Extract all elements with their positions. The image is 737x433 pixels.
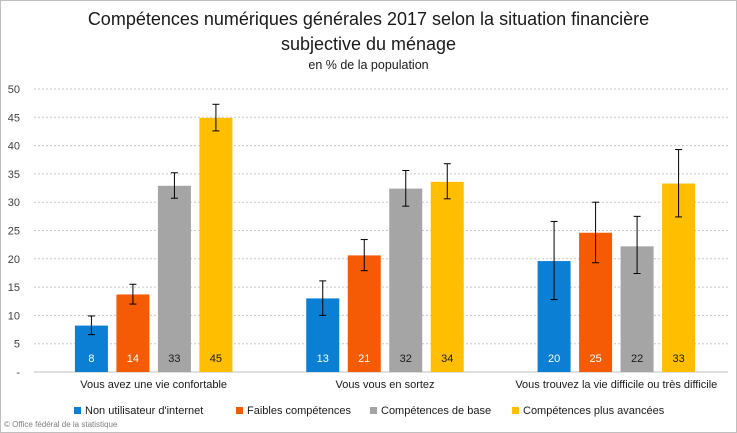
legend-label: Faibles compétences (247, 405, 351, 417)
x-category-label: Vous vous en sortez (335, 379, 434, 391)
source-credit: © Office fédéral de la statistique (4, 420, 118, 429)
y-tick-label: 20 (8, 254, 20, 266)
bar (199, 117, 233, 372)
y-tick-label: 40 (8, 141, 20, 153)
y-axis-ticks: - 5 10 15 20 25 30 35 40 45 50 (8, 84, 21, 379)
y-tick-label: 30 (8, 197, 20, 209)
bar (389, 188, 423, 372)
data-label: 33 (168, 353, 180, 365)
data-labels: 8 14 33 45 13 21 32 34 20 25 22 33 (88, 353, 684, 365)
data-label: 13 (317, 353, 329, 365)
legend-swatch (370, 407, 377, 414)
y-tick-label: 45 (8, 112, 20, 124)
y-tick-label: 25 (8, 226, 20, 238)
error-bars (87, 103, 683, 336)
bar (157, 185, 191, 372)
y-tick-label: - (16, 367, 20, 379)
legend-swatch (74, 407, 81, 414)
data-label: 45 (210, 353, 222, 365)
y-tick-label: 15 (8, 282, 20, 294)
data-label: 32 (400, 353, 412, 365)
data-label: 25 (589, 353, 601, 365)
y-tick-label: 10 (8, 310, 20, 322)
legend-swatch (512, 407, 519, 414)
data-label: 21 (358, 353, 370, 365)
data-label: 33 (672, 353, 684, 365)
legend-label: Compétences de base (381, 405, 491, 417)
x-axis-categories: Vous avez une vie confortable Vous vous e… (80, 379, 717, 391)
legend: Non utilisateur d'internet Faibles compét… (74, 405, 665, 417)
legend-label: Compétences plus avancées (523, 405, 665, 417)
y-tick-label: 50 (8, 84, 20, 96)
chart-title-line-2: subjective du ménage (280, 34, 457, 54)
chart-subtitle: en % de la population (308, 58, 429, 72)
legend-swatch (236, 407, 243, 414)
x-category-label: Vous trouvez la vie difficile ou très di… (515, 379, 717, 391)
bar (430, 181, 464, 372)
data-label: 14 (127, 353, 139, 365)
data-label: 20 (548, 353, 560, 365)
legend-label: Non utilisateur d'internet (85, 405, 203, 417)
y-tick-label: 5 (14, 339, 20, 351)
data-label: 22 (631, 353, 643, 365)
chart-title-line-1: Compétences numériques générales 2017 se… (87, 9, 650, 29)
bar (116, 294, 150, 372)
bars (74, 117, 696, 372)
y-tick-label: 35 (8, 169, 20, 181)
x-category-label: Vous avez une vie confortable (80, 379, 227, 391)
data-label: 34 (441, 353, 453, 365)
gridlines (34, 88, 728, 373)
bar (347, 255, 381, 372)
data-label: 8 (88, 353, 94, 365)
